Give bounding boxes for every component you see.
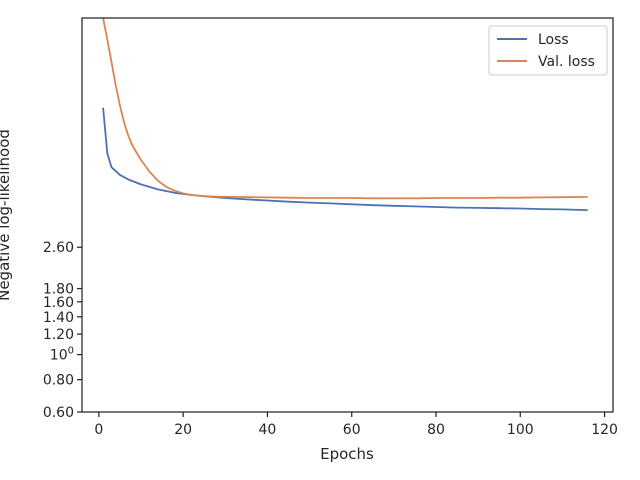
y-tick-label: 0.60	[43, 405, 74, 421]
x-tick-label: 0	[94, 422, 103, 438]
x-tick-label: 20	[174, 422, 192, 438]
x-tick-label: 120	[591, 422, 618, 438]
series-line-val-loss	[102, 17, 588, 200]
y-tick-label: 1.80	[43, 282, 74, 298]
legend-loss-label: Loss	[538, 32, 569, 48]
y-tick-label: 2.60	[43, 240, 74, 256]
y-axis-label: Negative log-likelihood	[0, 129, 13, 301]
plot-frame	[81, 17, 614, 413]
plot-background	[82, 18, 613, 412]
legend: Loss Val. loss	[488, 25, 608, 76]
y-axis: 0.60 0.80 100 1.201.401.601.80 2.60	[43, 240, 82, 421]
legend-val-loss-label: Val. loss	[538, 54, 595, 70]
x-tick-label: 60	[343, 422, 361, 438]
y-tick-label: 1.20	[43, 327, 74, 343]
x-tick-label: 80	[427, 422, 445, 438]
y-tick-label: 1.40	[43, 310, 74, 326]
y-tick-label: 100	[50, 346, 74, 364]
y-tick-label: 0.80	[43, 373, 74, 389]
series-line-loss	[102, 107, 588, 211]
plot-area	[102, 17, 588, 211]
x-axis: 0 20 40 60 80 100 120	[94, 412, 618, 438]
x-tick-label: 100	[507, 422, 534, 438]
x-tick-label: 40	[259, 422, 277, 438]
y-tick-label: 1.60	[43, 295, 74, 311]
x-axis-label: Epochs	[320, 445, 374, 463]
